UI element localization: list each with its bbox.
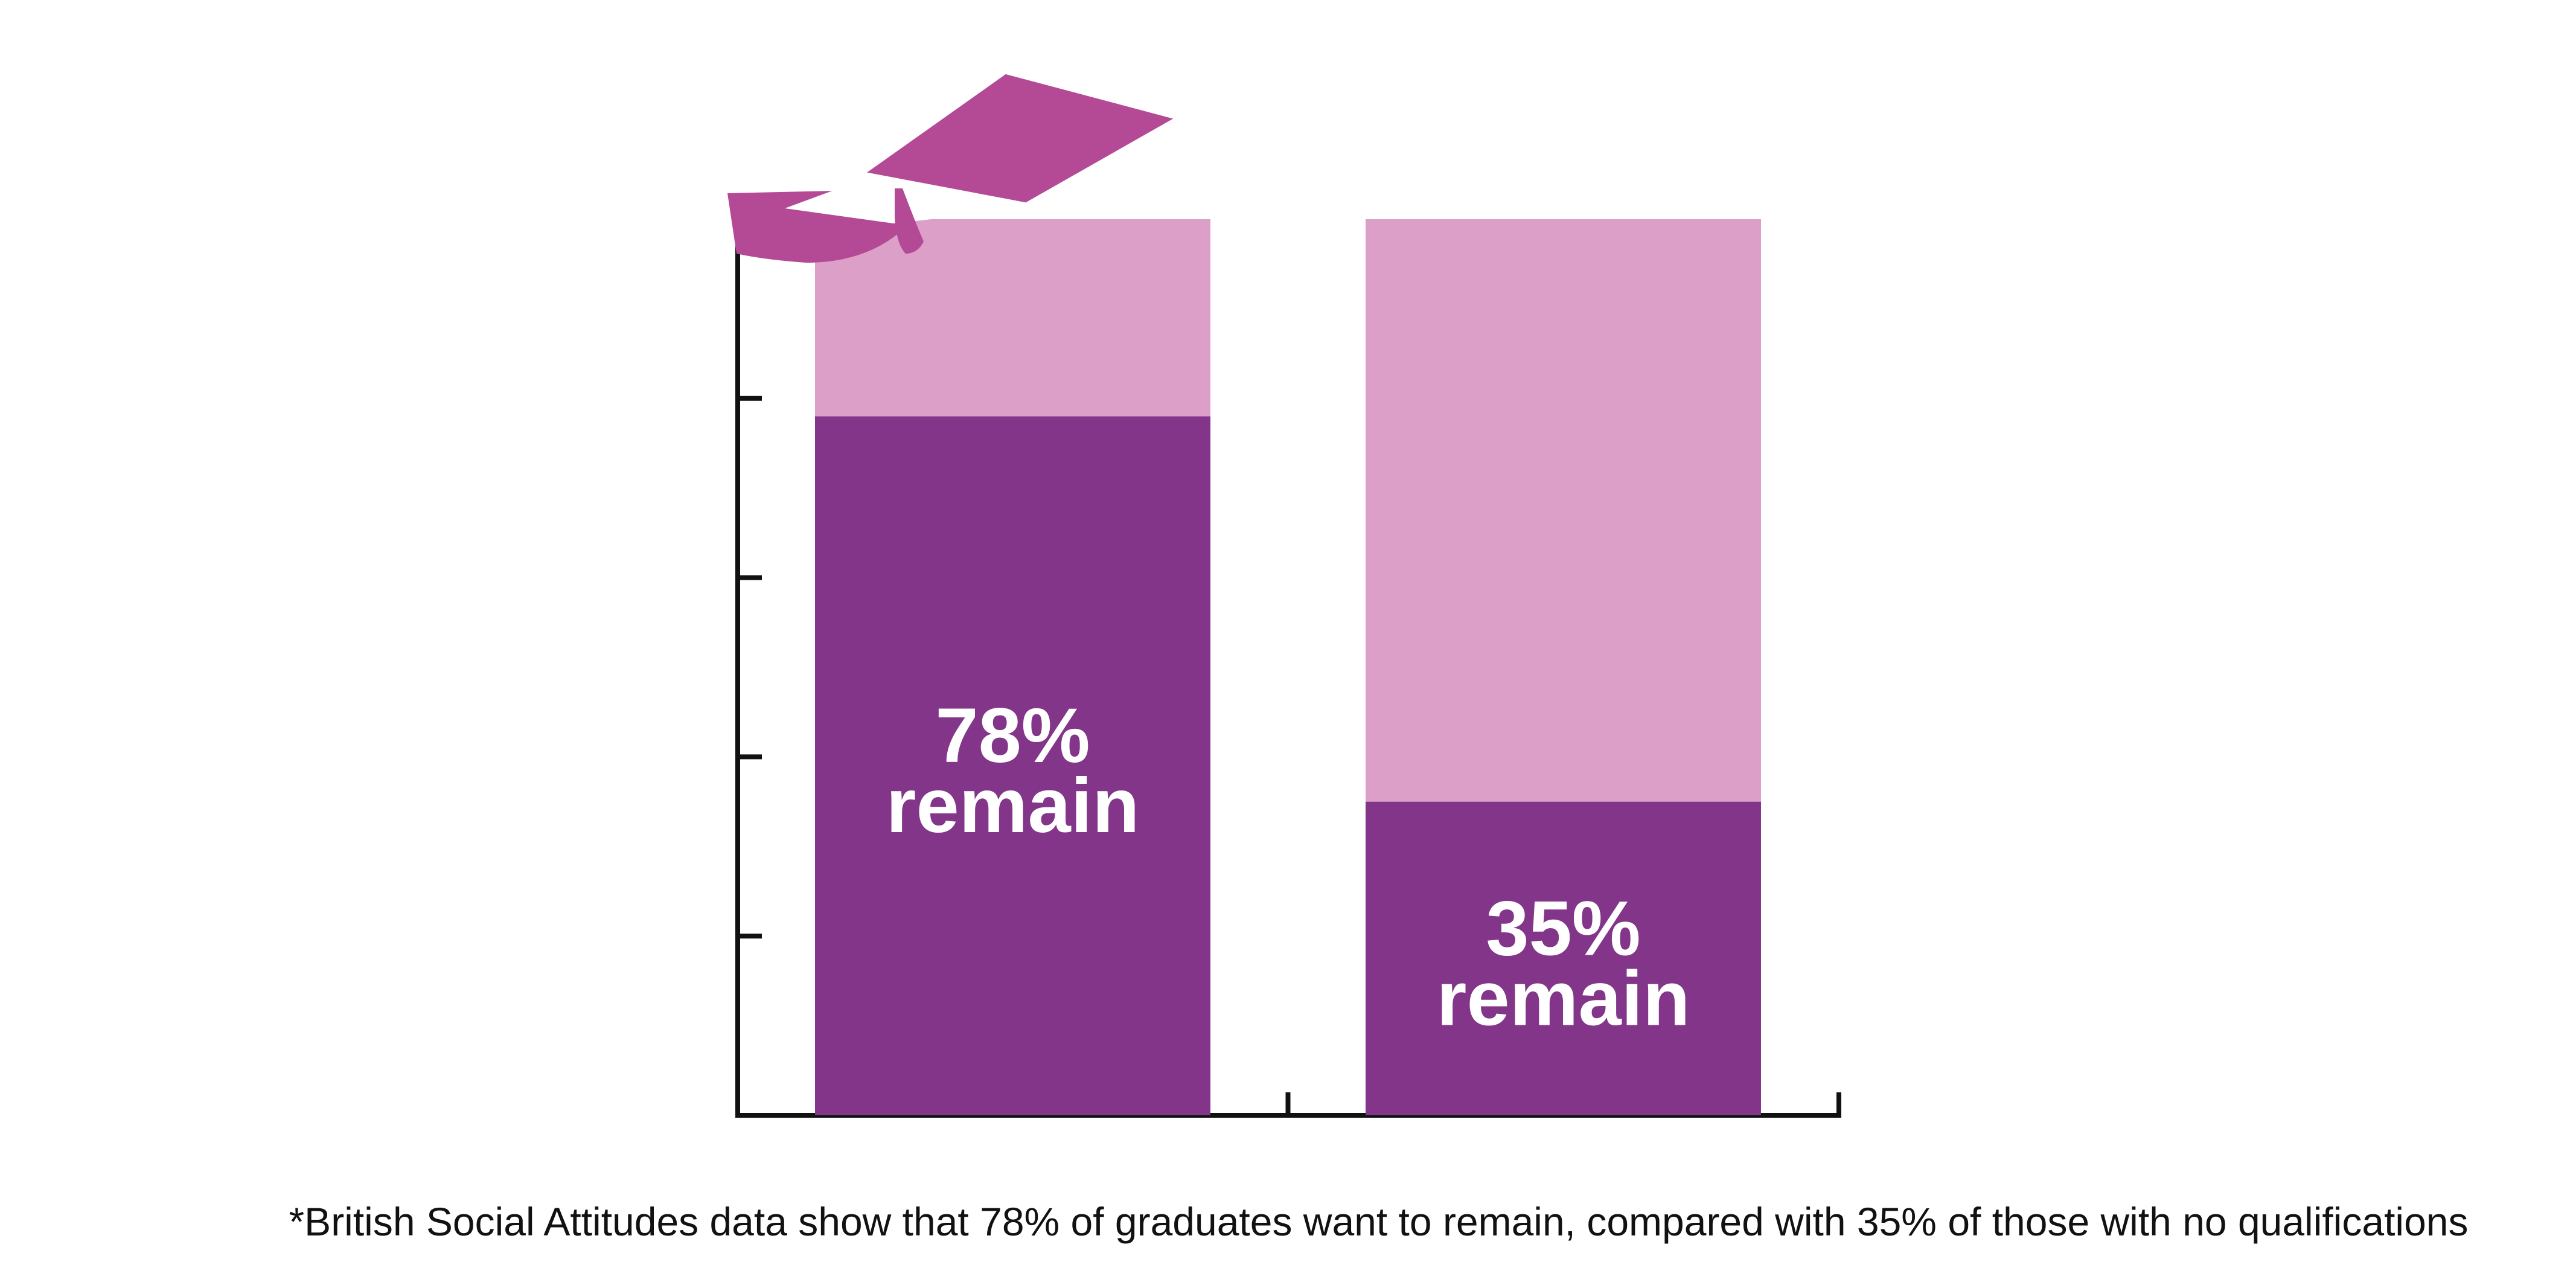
- bars: [815, 219, 1761, 1115]
- footnote-text: *British Social Attitudes data show that…: [289, 1199, 2469, 1244]
- footnote: *British Social Attitudes data show that…: [0, 1199, 2576, 1245]
- data-label-value: 78%: [935, 693, 1090, 779]
- bar-segment: [1366, 219, 1761, 802]
- data-label-text: remain: [1437, 955, 1690, 1042]
- data-label-text: remain: [886, 763, 1140, 849]
- bar-segment: [815, 416, 1210, 1115]
- graduation-cap-icon: [727, 68, 1187, 263]
- bar-segment: [1366, 801, 1761, 1115]
- bar-segment: [815, 219, 1210, 417]
- data-label-value: 35%: [1486, 885, 1640, 972]
